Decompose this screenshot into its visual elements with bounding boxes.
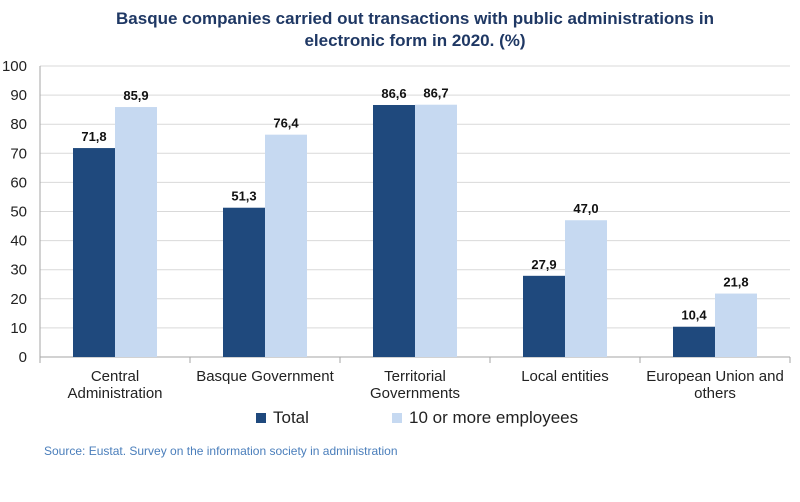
data-label: 76,4 [273,116,299,131]
x-category-label: Local entities [521,368,609,385]
y-tick-label: 80 [10,116,27,133]
y-tick-label: 100 [2,58,27,75]
y-tick-label: 50 [10,204,27,221]
bar-total [73,148,115,357]
chart-title-line: Basque companies carried out transaction… [116,9,714,28]
bar-total [373,104,415,357]
data-label: 51,3 [231,189,256,204]
source-note: Source: Eustat. Survey on the informatio… [44,444,398,458]
y-tick-label: 90 [10,87,27,104]
y-tick-label: 40 [10,233,27,250]
x-category-label: European Union and [646,368,784,385]
data-label: 86,7 [423,86,448,101]
x-category-label: Governments [370,385,460,402]
data-label: 47,0 [573,201,598,216]
bar-ten-plus [565,220,607,357]
legend-swatch [392,413,402,423]
bar-ten-plus [265,134,307,357]
legend-swatch [256,413,266,423]
y-tick-label: 20 [10,291,27,308]
chart: Basque companies carried out transaction… [2,9,791,427]
chart-title-line: electronic form in 2020. (%) [304,31,525,50]
legend-label: Total [273,408,309,427]
y-tick-label: 10 [10,320,27,337]
bar-total [523,275,565,357]
data-label: 86,6 [381,86,406,101]
x-category-label: Basque Government [196,368,334,385]
x-category-label: Territorial [384,368,446,385]
y-tick-label: 0 [19,349,27,366]
data-label: 10,4 [681,308,707,323]
y-tick-label: 70 [10,145,27,162]
bar-ten-plus [715,293,757,357]
x-category-label: Administration [67,385,162,402]
x-category-label: Central [91,368,139,385]
bar-ten-plus [115,107,157,357]
bar-ten-plus [415,104,457,357]
y-tick-label: 60 [10,174,27,191]
legend-label: 10 or more employees [409,408,578,427]
data-label: 27,9 [531,257,556,272]
x-category-label: others [694,385,736,402]
bar-total [223,207,265,357]
y-tick-label: 30 [10,262,27,279]
data-label: 21,8 [723,275,748,290]
bar-total [673,326,715,357]
data-label: 71,8 [81,129,106,144]
data-label: 85,9 [123,88,148,103]
